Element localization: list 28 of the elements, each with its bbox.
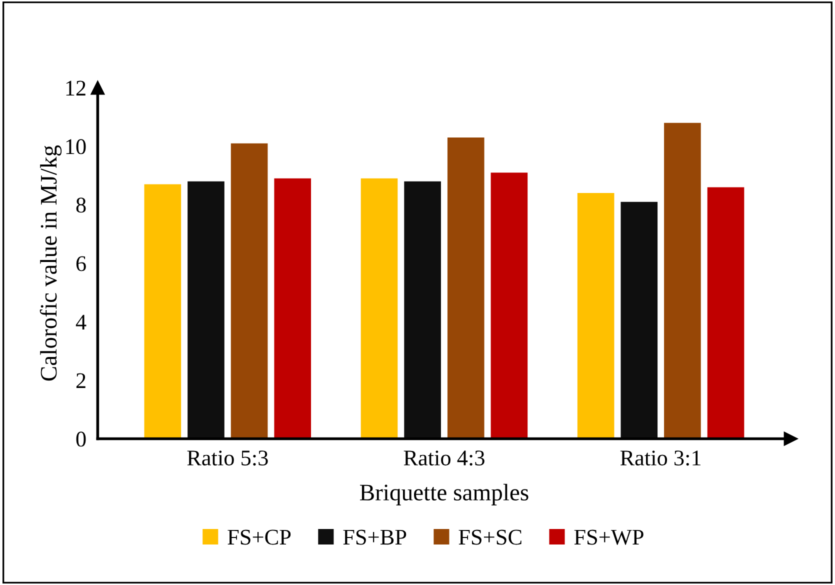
y-tick-label: 12 bbox=[66, 80, 86, 96]
y-tick-label: 10 bbox=[66, 139, 86, 154]
bar bbox=[577, 193, 614, 439]
x-tick-label: Ratio 5:3 bbox=[187, 450, 268, 466]
bar bbox=[404, 181, 441, 439]
x-tick-label: Ratio 3:1 bbox=[620, 450, 701, 466]
y-tick-label: 4 bbox=[76, 314, 86, 330]
y-tick-label: 0 bbox=[76, 432, 86, 447]
x-axis-title: Briquette samples bbox=[360, 484, 528, 506]
bar bbox=[664, 122, 701, 439]
bar bbox=[274, 178, 312, 439]
bar bbox=[490, 172, 528, 439]
bar bbox=[447, 137, 484, 439]
y-axis-title: Calorofic value in MJ/kg bbox=[40, 145, 62, 381]
bar bbox=[360, 178, 398, 439]
y-tick-label: 8 bbox=[76, 198, 86, 213]
legend-label: FS+BP bbox=[343, 530, 406, 545]
bar bbox=[188, 181, 224, 439]
legend-label: FS+CP bbox=[228, 530, 291, 545]
legend-label: FS+WP bbox=[574, 530, 644, 545]
x-tick-label: Ratio 4:3 bbox=[404, 450, 484, 466]
bar bbox=[707, 187, 744, 439]
bar bbox=[230, 143, 268, 439]
bar bbox=[620, 202, 658, 439]
legend-label: FS+SC bbox=[458, 530, 522, 545]
y-tick-label: 6 bbox=[76, 256, 86, 272]
y-tick-label: 2 bbox=[76, 373, 86, 388]
bar bbox=[144, 184, 182, 439]
